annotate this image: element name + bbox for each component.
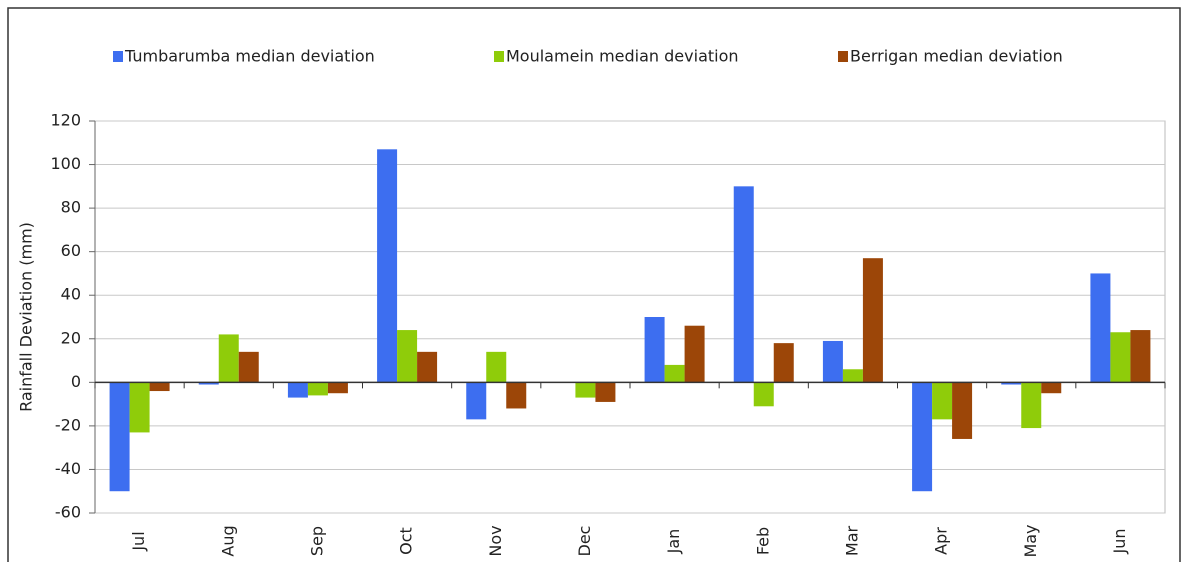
y-tick-label: 120	[50, 111, 81, 130]
bar	[1021, 382, 1042, 429]
bar	[912, 382, 933, 492]
bar	[862, 258, 883, 383]
bar	[486, 351, 507, 383]
legend-label: Tumbarumba median deviation	[124, 47, 375, 66]
y-tick-label: 80	[61, 198, 81, 217]
bar	[733, 186, 754, 383]
x-tick-label: Jun	[1110, 529, 1129, 555]
x-tick-label: Jul	[129, 531, 148, 551]
bar	[129, 382, 150, 433]
bar	[1041, 382, 1062, 394]
bar	[149, 382, 170, 392]
x-tick-label: Oct	[397, 527, 416, 555]
bar	[198, 382, 219, 385]
chart-border	[7, 7, 1181, 562]
y-tick-label: 40	[61, 285, 81, 304]
x-tick-label: Mar	[842, 525, 861, 556]
bar	[842, 369, 863, 383]
legend-swatch	[494, 51, 504, 62]
bar	[377, 149, 398, 383]
bar	[822, 340, 843, 383]
bar	[644, 317, 665, 383]
bar	[307, 382, 328, 396]
bar	[506, 382, 527, 409]
bar	[952, 382, 973, 439]
bar	[417, 351, 438, 383]
x-tick-label: Apr	[932, 527, 951, 555]
bar	[287, 382, 308, 398]
y-tick-label: -60	[55, 503, 81, 522]
legend-swatch	[838, 51, 848, 62]
bar	[1110, 332, 1131, 383]
bar	[595, 382, 616, 402]
y-tick-label: -20	[55, 415, 81, 434]
bar	[575, 382, 596, 398]
x-tick-label: Aug	[218, 525, 237, 556]
y-axis-label: Rainfall Deviation (mm)	[17, 222, 36, 412]
x-tick-label: Sep	[307, 526, 326, 556]
bar	[218, 334, 239, 383]
y-tick-label: 0	[71, 372, 81, 391]
bar	[684, 325, 705, 383]
bar	[1090, 273, 1111, 383]
bar	[753, 382, 774, 407]
legend-label: Moulamein median deviation	[506, 47, 739, 66]
x-tick-label: Jan	[664, 529, 683, 555]
bar	[664, 364, 685, 383]
bar	[397, 330, 418, 383]
x-tick-label: Feb	[753, 527, 772, 555]
bar	[773, 343, 794, 383]
y-tick-label: 60	[61, 241, 81, 260]
legend-swatch	[113, 51, 123, 62]
x-tick-label: May	[1021, 524, 1040, 557]
bar	[1130, 330, 1151, 383]
bar	[238, 351, 259, 383]
y-tick-label: 100	[50, 154, 81, 173]
bar	[466, 382, 487, 420]
legend-label: Berrigan median deviation	[850, 47, 1063, 66]
bar	[1001, 382, 1022, 385]
y-tick-label: -40	[55, 459, 81, 478]
x-tick-label: Dec	[575, 526, 594, 557]
bar	[109, 382, 130, 492]
bar	[932, 382, 953, 420]
bar	[327, 382, 348, 394]
x-tick-label: Nov	[486, 525, 505, 556]
y-tick-label: 20	[61, 328, 81, 347]
